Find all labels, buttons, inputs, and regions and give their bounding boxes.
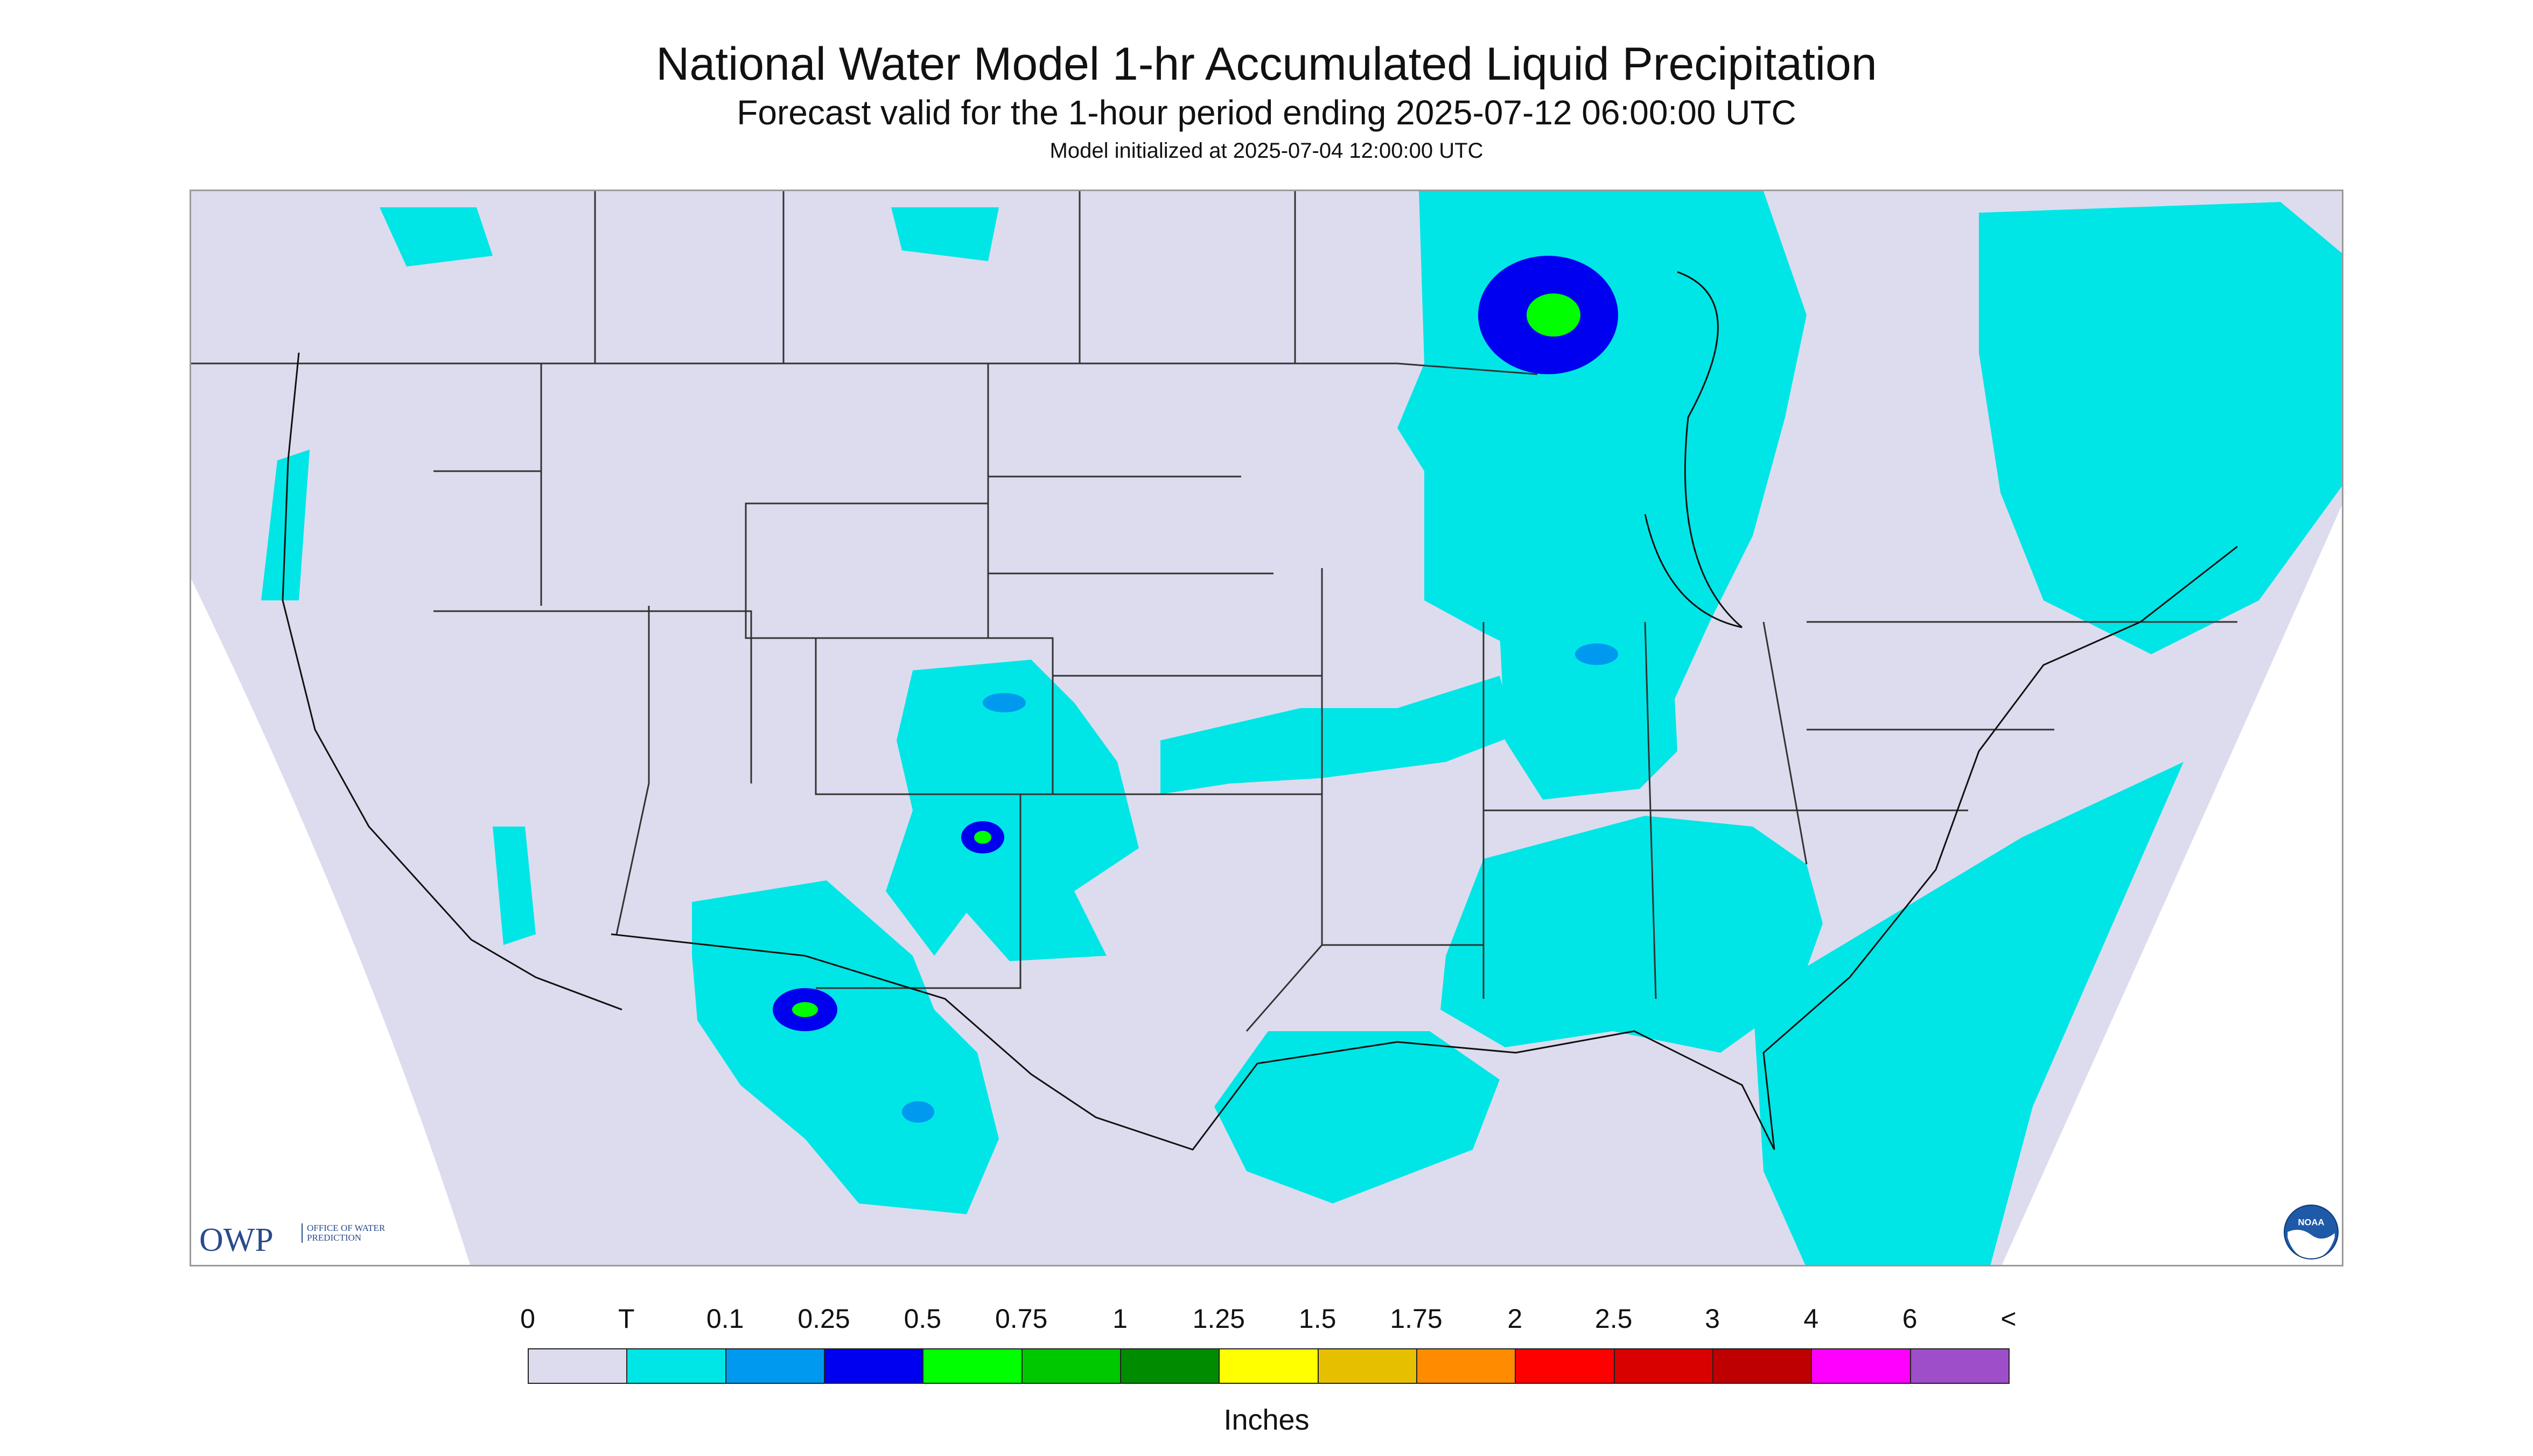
lake-michigan-huron bbox=[1644, 271, 1743, 628]
precip-core-superior-green bbox=[1527, 293, 1580, 337]
precip-atlantic bbox=[1753, 762, 2184, 1265]
legend-label-15: < bbox=[2000, 1304, 2017, 1334]
precip-texas-gulf bbox=[1214, 1031, 1500, 1203]
precip-canada-patch-1 bbox=[380, 207, 493, 267]
legend-labels: 0 T 0.1 0.25 0.5 0.75 1 1.25 1.5 1.75 2 2.5 3 4 6 < bbox=[0, 1303, 2533, 1335]
northeast-states bbox=[1484, 621, 2237, 811]
outside-domain-right bbox=[2002, 505, 2342, 1265]
map-subtitle: Forecast valid for the 1-hour period end… bbox=[737, 93, 1796, 132]
precip-canada-patch-2 bbox=[891, 207, 999, 261]
legend-swatch-7 bbox=[1219, 1348, 1319, 1384]
canadian-provinces bbox=[594, 191, 1296, 363]
legend-label-13: 4 bbox=[1803, 1304, 1819, 1334]
legend-swatch-10 bbox=[1515, 1348, 1615, 1384]
legend-swatch-13 bbox=[1811, 1348, 1911, 1384]
precip-cores bbox=[773, 256, 1618, 1123]
legend-label-7: 1.25 bbox=[1192, 1304, 1245, 1334]
legend-swatch-8 bbox=[1317, 1348, 1417, 1384]
legend-label-10: 2 bbox=[1507, 1304, 1523, 1334]
pacific-coast bbox=[282, 352, 622, 1011]
legend-label-1: T bbox=[618, 1304, 635, 1334]
canada-border bbox=[191, 362, 1538, 375]
legend-label-6: 1 bbox=[1112, 1304, 1128, 1334]
legend-label-12: 3 bbox=[1705, 1304, 1720, 1334]
legend-label-4: 0.5 bbox=[904, 1304, 942, 1334]
precip-core-nm-green bbox=[974, 831, 991, 844]
outside-domain-left bbox=[191, 579, 471, 1265]
legend-swatch-3 bbox=[824, 1348, 924, 1384]
legend-swatch-4 bbox=[922, 1348, 1023, 1384]
precip-core-indiana bbox=[1575, 643, 1618, 665]
legend-swatch-0 bbox=[528, 1348, 628, 1384]
central-states bbox=[1245, 568, 1484, 1032]
legend-swatch-2 bbox=[725, 1348, 825, 1384]
precip-core-chihuahua bbox=[902, 1101, 934, 1123]
legend-colorbar bbox=[528, 1348, 2010, 1384]
precip-core-colorado bbox=[983, 693, 1026, 712]
legend-swatch-6 bbox=[1120, 1348, 1220, 1384]
precipitation-map bbox=[190, 190, 2343, 1266]
legend-units: Inches bbox=[1223, 1404, 1310, 1436]
precip-southeast bbox=[1440, 816, 1823, 1053]
precip-colorado-nm bbox=[886, 660, 1139, 961]
legend-label-14: 6 bbox=[1902, 1304, 1918, 1334]
western-states bbox=[433, 363, 752, 935]
owp-logo-text: OWP bbox=[199, 1222, 274, 1258]
legend-swatch-5 bbox=[1021, 1348, 1121, 1384]
precip-gulf-california bbox=[493, 827, 536, 945]
precip-indiana bbox=[1500, 633, 1677, 800]
owp-logo-subtitle: OFFICE OF WATER PREDICTION bbox=[302, 1223, 388, 1243]
legend-swatch-9 bbox=[1416, 1348, 1516, 1384]
legend-swatch-1 bbox=[626, 1348, 726, 1384]
noaa-logo-text: NOAA bbox=[2298, 1217, 2325, 1228]
new-mexico bbox=[816, 793, 1021, 989]
legend-swatch-12 bbox=[1712, 1348, 1813, 1384]
state-boundaries bbox=[191, 191, 2237, 1032]
plains-states bbox=[987, 363, 1322, 795]
legend-swatch-11 bbox=[1613, 1348, 1713, 1384]
legend-label-11: 2.5 bbox=[1594, 1304, 1633, 1334]
legend-label-5: 0.75 bbox=[995, 1304, 1048, 1334]
model-init-text: Model initialized at 2025-07-04 12:00:00… bbox=[1049, 139, 1484, 163]
map-svg bbox=[191, 191, 2342, 1265]
precip-southwest bbox=[692, 880, 999, 1214]
gulf-atlantic-coast bbox=[611, 545, 2238, 1151]
legend-label-2: 0.1 bbox=[706, 1304, 744, 1334]
coastlines bbox=[282, 271, 2238, 1151]
legend-swatch-14 bbox=[1909, 1348, 2010, 1384]
precip-northeast bbox=[1979, 202, 2342, 654]
legend-label-8: 1.5 bbox=[1298, 1304, 1337, 1334]
legend-label-9: 1.75 bbox=[1390, 1304, 1443, 1334]
noaa-logo: NOAA bbox=[2284, 1205, 2339, 1259]
legend-label-0: 0 bbox=[520, 1304, 535, 1334]
precip-core-arizona-green bbox=[792, 1002, 818, 1017]
precip-midwest-band bbox=[1160, 676, 1516, 794]
legend-label-3: 0.25 bbox=[797, 1304, 850, 1334]
map-title: National Water Model 1-hr Accumulated Li… bbox=[656, 38, 1877, 90]
